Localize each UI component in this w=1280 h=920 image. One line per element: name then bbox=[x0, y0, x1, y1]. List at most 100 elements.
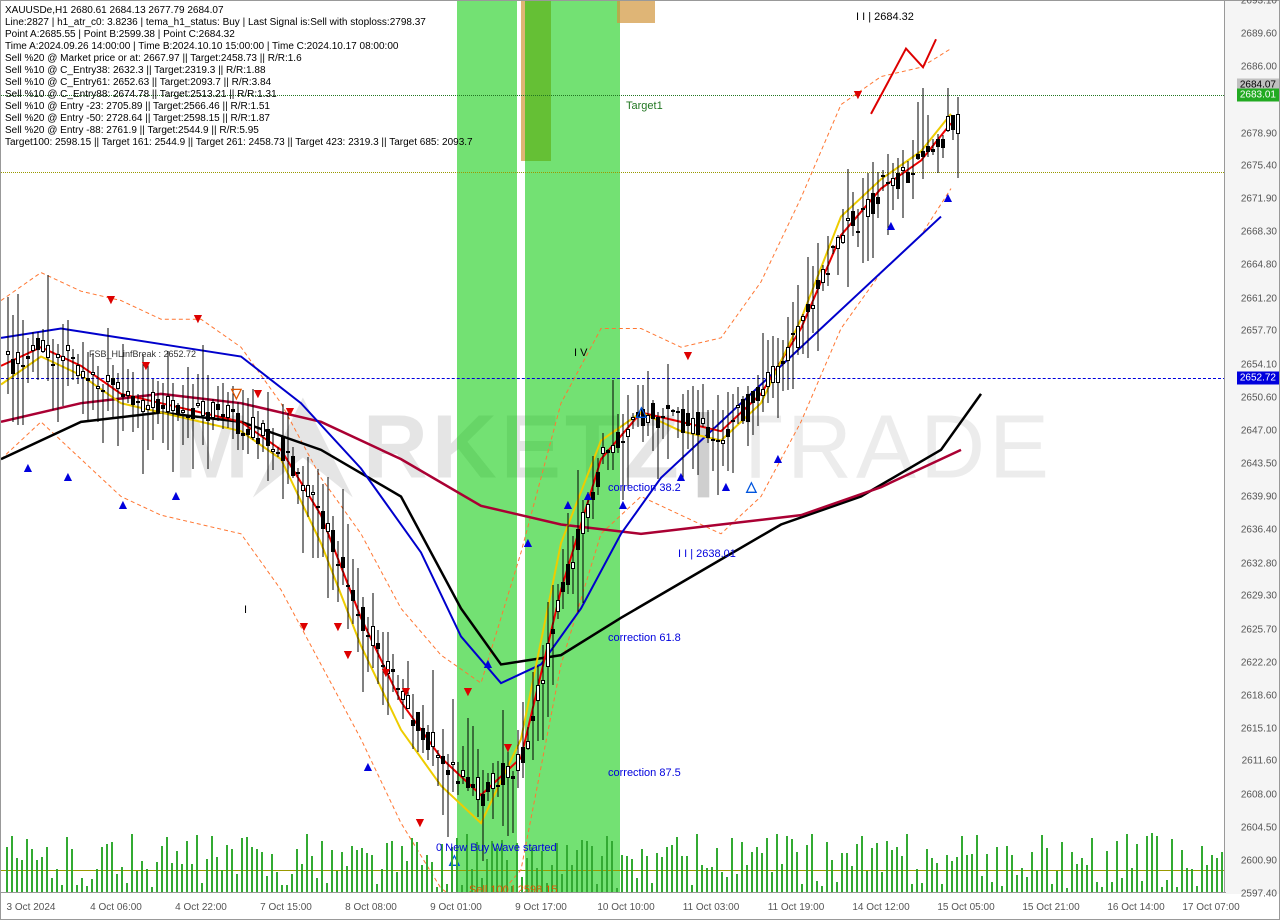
volume-bar bbox=[706, 868, 708, 894]
volume-bar bbox=[1146, 836, 1148, 894]
y-tick: 2643.50 bbox=[1241, 458, 1277, 469]
volume-bar bbox=[311, 856, 313, 894]
x-tick: 4 Oct 22:00 bbox=[175, 902, 227, 913]
y-tick: 2678.90 bbox=[1241, 128, 1277, 139]
down-arrow-icon: ▼ bbox=[331, 618, 345, 634]
chart-label: Target1 bbox=[626, 100, 663, 112]
x-tick: 4 Oct 06:00 bbox=[90, 902, 142, 913]
volume-bar bbox=[1191, 869, 1193, 894]
up_outline-arrow-icon: △ bbox=[746, 478, 757, 495]
volume-bar bbox=[366, 853, 368, 894]
volume-bar bbox=[46, 847, 48, 894]
volume-bar bbox=[1126, 834, 1128, 894]
y-tick: 2657.70 bbox=[1241, 326, 1277, 337]
volume-bar bbox=[571, 865, 573, 894]
volume-bar bbox=[771, 872, 773, 894]
volume-bar bbox=[56, 869, 58, 895]
volume-bar bbox=[1171, 839, 1173, 894]
volume-bar bbox=[251, 847, 253, 894]
volume-bar bbox=[331, 850, 333, 894]
horizontal-line bbox=[1, 172, 1226, 173]
volume-bar bbox=[776, 834, 778, 894]
volume-bar bbox=[401, 846, 403, 894]
up-arrow-icon: ▲ bbox=[884, 217, 898, 233]
x-tick: 10 Oct 10:00 bbox=[597, 902, 654, 913]
volume-bar bbox=[1006, 846, 1008, 894]
volume-bar bbox=[411, 838, 413, 894]
volume-bar bbox=[371, 855, 373, 894]
volume-bar bbox=[936, 863, 938, 894]
chart-label: correction 38.2 bbox=[608, 482, 681, 494]
volume-bar bbox=[721, 872, 723, 894]
volume-bar bbox=[66, 837, 68, 894]
volume-bar bbox=[666, 847, 668, 894]
chart-label: I V bbox=[574, 347, 587, 359]
y-tick: 2671.90 bbox=[1241, 193, 1277, 204]
volume-bar bbox=[741, 842, 743, 894]
volume-bar bbox=[1181, 850, 1183, 894]
volume-bar bbox=[156, 862, 158, 894]
volume-bar bbox=[866, 871, 868, 894]
y-tick: 2668.30 bbox=[1241, 227, 1277, 238]
volume-bar bbox=[856, 844, 858, 894]
volume-bar bbox=[611, 841, 613, 894]
info-line: XAUUSDe,H1 2680.61 2684.13 2677.79 2684.… bbox=[5, 5, 224, 16]
volume-bar bbox=[1221, 852, 1223, 894]
volume-bar bbox=[1011, 855, 1013, 894]
volume-bar bbox=[186, 841, 188, 894]
volume-bar bbox=[211, 836, 213, 894]
volume-bar bbox=[246, 837, 248, 894]
volume-bar bbox=[196, 835, 198, 894]
y-tick: 2629.30 bbox=[1241, 591, 1277, 602]
y-tick: 2608.00 bbox=[1241, 790, 1277, 801]
volume-bar bbox=[591, 846, 593, 894]
volume-bar bbox=[811, 834, 813, 894]
volume-bar bbox=[696, 834, 698, 894]
down-arrow-icon: ▼ bbox=[681, 347, 695, 363]
volume-bar bbox=[561, 874, 563, 894]
volume-bar bbox=[1041, 835, 1043, 894]
volume-bar bbox=[1211, 855, 1213, 894]
volume-bar bbox=[1081, 858, 1083, 894]
volume-bar bbox=[896, 847, 898, 894]
volume-bar bbox=[566, 845, 568, 894]
info-line: Target100: 2598.15 || Target 161: 2544.9… bbox=[5, 137, 473, 148]
volume-bar bbox=[181, 864, 183, 894]
volume-bar bbox=[321, 841, 323, 894]
volume-bar bbox=[101, 847, 103, 894]
horizontal-line bbox=[1, 378, 1226, 379]
y-tick: 2686.00 bbox=[1241, 62, 1277, 73]
volume-bar bbox=[901, 856, 903, 894]
x-tick: 9 Oct 01:00 bbox=[430, 902, 482, 913]
down_outline-arrow-icon: ▽ bbox=[231, 385, 242, 402]
volume-bar bbox=[601, 856, 603, 894]
volume-bar bbox=[671, 845, 673, 895]
volume-bar bbox=[1201, 846, 1203, 894]
x-tick: 3 Oct 2024 bbox=[7, 902, 56, 913]
chart-label: 0 New Buy Wave started bbox=[436, 842, 557, 854]
volume-bar bbox=[381, 869, 383, 894]
chart-label: correction 87.5 bbox=[608, 767, 681, 779]
chart-area[interactable]: M RKETZ | TRADE ▲▲▼▲▼▲▼▽▼▼▼▼▼▲▼▼▼▲△▼▲▼▲▲… bbox=[1, 1, 1226, 894]
volume-bar bbox=[236, 874, 238, 894]
down-arrow-icon: ▼ bbox=[191, 310, 205, 326]
up-arrow-icon: ▲ bbox=[481, 655, 495, 671]
volume-bar bbox=[876, 843, 878, 894]
volume-bar bbox=[1071, 852, 1073, 894]
volume-bar bbox=[1156, 836, 1158, 894]
down-arrow-icon: ▼ bbox=[461, 683, 475, 699]
volume-bar bbox=[306, 834, 308, 894]
volume-bar bbox=[6, 847, 8, 894]
down-arrow-icon: ▼ bbox=[251, 385, 265, 401]
y-tick: 2604.50 bbox=[1241, 822, 1277, 833]
x-tick: 11 Oct 19:00 bbox=[768, 902, 825, 913]
volume-bar bbox=[41, 857, 43, 894]
y-axis: 2693.102689.602686.002684.072683.012678.… bbox=[1224, 1, 1279, 894]
info-line: Line:2827 | h1_atr_c0: 3.8236 | tema_h1_… bbox=[5, 17, 426, 28]
up-arrow-icon: ▲ bbox=[719, 478, 733, 494]
volume-bar bbox=[1206, 865, 1208, 894]
volume-bar bbox=[761, 853, 763, 894]
y-tick: 2615.10 bbox=[1241, 723, 1277, 734]
up-arrow-icon: ▲ bbox=[771, 450, 785, 466]
y-tick: 2618.60 bbox=[1241, 691, 1277, 702]
